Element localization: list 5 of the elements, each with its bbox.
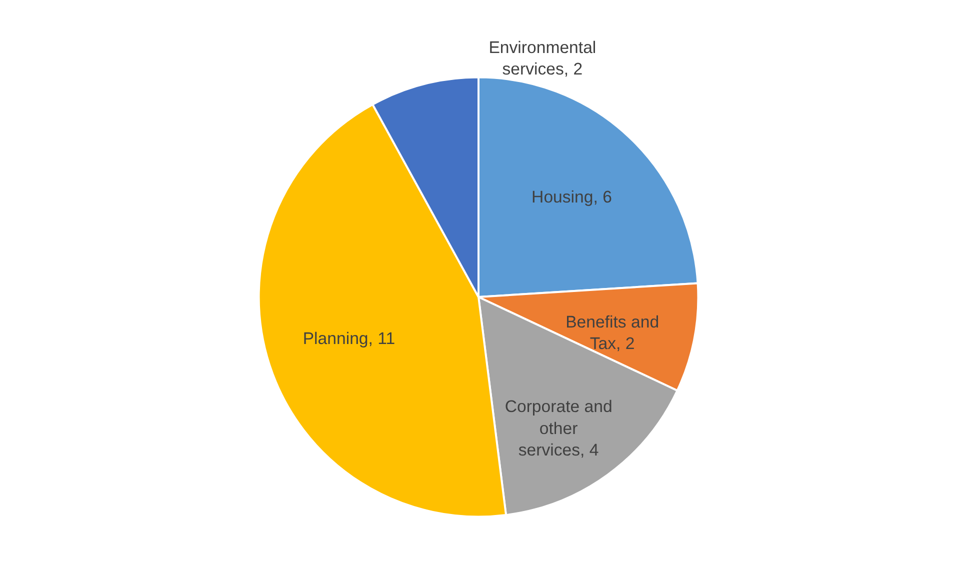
slice-label: Corporate and other services, 4 — [504, 397, 612, 460]
slice-label: Environmental services, 2 — [488, 38, 596, 79]
slice-label: Planning, 11 — [302, 329, 396, 348]
slice-label: Housing, 6 — [532, 188, 612, 207]
slice-label: Benefits and Tax, 2 — [566, 312, 660, 354]
